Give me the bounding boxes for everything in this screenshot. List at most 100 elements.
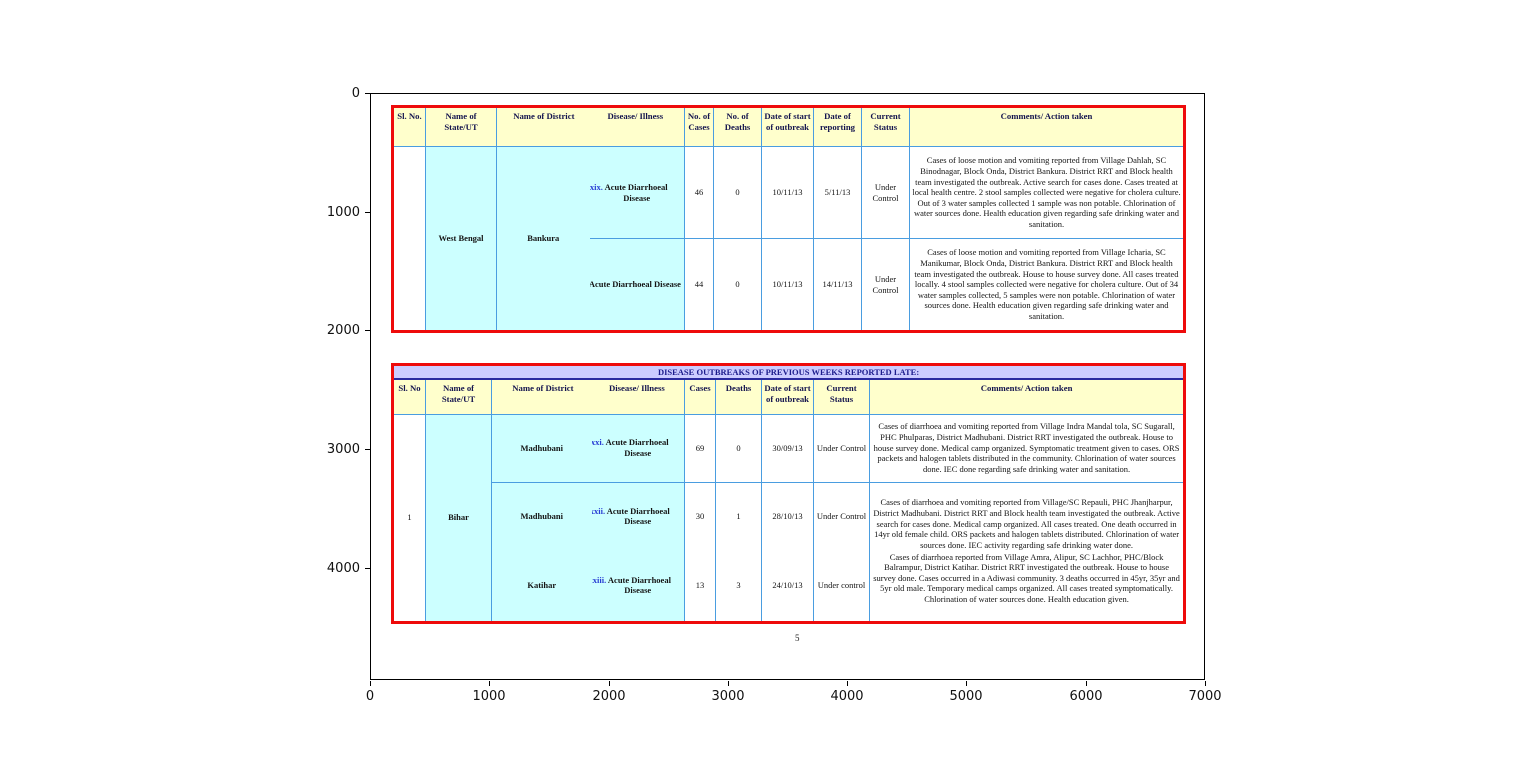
header-comments: Comments/ Action taken	[868, 378, 1186, 415]
header-cases: Cases	[684, 378, 716, 415]
start-date-cell: 30/09/13	[761, 413, 814, 483]
header-status: Current Status	[861, 106, 910, 147]
table2-header-row: Sl. No Name of State/UT Name of District…	[392, 378, 1186, 415]
header-district-disease: Name of District Disease/ Illness	[491, 378, 685, 415]
start-date-cell: 24/10/13	[761, 550, 814, 623]
header-state: Name of State/UT	[425, 378, 492, 415]
start-date-cell: 10/11/13	[761, 146, 814, 239]
x-tick-label: 3000	[711, 689, 745, 704]
status-cell: Under Control	[861, 238, 910, 332]
x-tick-mark	[847, 681, 848, 686]
sl-no-cell: 1	[392, 413, 426, 623]
status-cell: Under control	[813, 550, 870, 623]
x-tick-mark	[1205, 681, 1206, 686]
table2-title: DISEASE OUTBREAKS OF PREVIOUS WEEKS REPO…	[391, 364, 1186, 380]
header-comments: Comments/ Action taken	[909, 106, 1185, 147]
status-cell: Under Control	[813, 413, 870, 483]
y-tick-mark	[365, 330, 370, 331]
header-start-date: Date of start of outbreak	[761, 106, 814, 147]
x-tick-mark	[1086, 681, 1087, 686]
y-tick-label: 3000	[326, 442, 360, 457]
x-tick-label: 1000	[472, 689, 506, 704]
x-tick-label: 2000	[592, 689, 626, 704]
header-sl-no: Sl. No.	[392, 106, 426, 147]
header-reporting-date: Date of reporting	[813, 106, 862, 147]
y-tick-mark	[365, 212, 370, 213]
table2-row-xxi: 1 Bihar Madhubani xxi. Acute Diarrhoeal …	[392, 413, 1186, 623]
district-cell: Katihar	[491, 550, 592, 623]
header-start-date: Date of start of outbreak	[761, 378, 814, 415]
comments-paragraph: Cases of diarrhoea reported from Village…	[873, 551, 1180, 605]
deaths-cell: 0	[715, 413, 762, 483]
district-cell: Madhubani	[491, 481, 592, 550]
disease-number: xxi.	[591, 437, 604, 448]
y-tick-label: 2000	[326, 323, 360, 338]
header-district: Name of District	[512, 383, 574, 393]
disease-cell: xxi. Acute Diarrhoeal Disease	[591, 413, 685, 483]
header-status: Current Status	[813, 378, 870, 415]
district-cell: Madhubani	[491, 413, 592, 483]
cases-cell: 44	[684, 238, 714, 332]
cases-cell: 46	[684, 146, 714, 239]
disease-cell: xxiii. Acute Diarrhoeal Disease	[591, 550, 685, 623]
header-disease: Disease/ Illness	[608, 383, 665, 393]
y-tick-mark	[365, 568, 370, 569]
cases-cell: 69	[684, 413, 716, 483]
x-tick-mark	[966, 681, 967, 686]
comments-cell-merged: Cases of diarrhoea and vomiting reported…	[868, 481, 1186, 623]
outbreak-table-previous-weeks: DISEASE OUTBREAKS OF PREVIOUS WEEKS REPO…	[391, 363, 1187, 624]
y-tick-label: 4000	[326, 561, 360, 576]
start-date-cell: 28/10/13	[761, 481, 814, 550]
status-cell: Under Control	[813, 481, 870, 550]
disease-name: Acute Diarrhoeal Disease	[607, 574, 671, 596]
header-sl-no: Sl. No	[392, 378, 426, 415]
y-tick-label: 1000	[326, 205, 360, 220]
comments-cell: Cases of loose motion and vomiting repor…	[909, 146, 1185, 239]
disease-cell: xix. Acute Diarrhoeal Disease	[589, 146, 685, 239]
disease-name: Acute Diarrhoeal Disease	[605, 437, 669, 458]
disease-cell: xx. Acute Diarrhoeal Disease	[589, 238, 685, 332]
disease-name: Acute Diarrhoeal Disease	[604, 181, 668, 203]
x-tick-mark	[370, 681, 371, 686]
district-cell: Bankura	[496, 146, 590, 332]
x-tick-mark	[609, 681, 610, 686]
comments-paragraph: Cases of diarrhoea and vomiting reported…	[873, 497, 1180, 550]
reporting-date-cell: 14/11/13	[813, 238, 862, 332]
header-district-disease: Name of District Disease/ Illness	[496, 106, 685, 147]
x-tick-mark	[728, 681, 729, 686]
header-deaths: No. of Deaths	[713, 106, 762, 147]
table1-row-xix: West Bengal Bankura xix. Acute Diarrhoea…	[392, 146, 1185, 332]
x-tick-label: 7000	[1188, 689, 1222, 704]
header-disease: Disease/ Illness	[607, 111, 664, 121]
x-tick-label: 5000	[949, 689, 983, 704]
x-tick-mark	[489, 681, 490, 686]
x-tick-label: 4000	[830, 689, 864, 704]
disease-cell: xxii. Acute Diarrhoeal Disease	[591, 481, 685, 550]
outbreak-table-current-week: Sl. No. Name of State/UT Name of Distric…	[391, 105, 1186, 333]
deaths-cell: 1	[715, 481, 762, 550]
start-date-cell: 10/11/13	[761, 238, 814, 332]
disease-name: Acute Diarrhoeal Disease	[606, 505, 670, 527]
header-district: Name of District	[513, 111, 575, 121]
page-number: 5	[795, 633, 800, 643]
header-deaths: Deaths	[715, 378, 762, 415]
status-cell: Under Control	[861, 146, 910, 239]
comments-cell: Cases of loose motion and vomiting repor…	[909, 238, 1185, 332]
disease-name: Acute Diarrhoeal Disease	[589, 279, 681, 290]
state-cell: Bihar	[425, 413, 492, 623]
comments-cell: Cases of diarrhoea and vomiting reported…	[868, 413, 1186, 483]
table1-row-xx: xx. Acute Diarrhoeal Disease 44 0 10/11/…	[393, 238, 1185, 332]
table1-header-row: Sl. No. Name of State/UT Name of Distric…	[392, 106, 1185, 147]
header-cases: No. of Cases	[684, 106, 714, 147]
state-cell: West Bengal	[425, 146, 497, 332]
deaths-cell: 0	[713, 146, 762, 239]
table2-row-xxiii: Katihar xxiii. Acute Diarrhoeal Disease …	[393, 550, 1185, 623]
header-state: Name of State/UT	[425, 106, 497, 147]
disease-number: xxii.	[592, 505, 606, 516]
y-tick-mark	[365, 93, 370, 94]
table2-row-xxii: Madhubani xxii. Acute Diarrhoeal Disease…	[393, 481, 1186, 623]
deaths-cell: 0	[713, 238, 762, 332]
deaths-cell: 3	[715, 550, 762, 623]
reporting-date-cell: 5/11/13	[813, 146, 862, 239]
